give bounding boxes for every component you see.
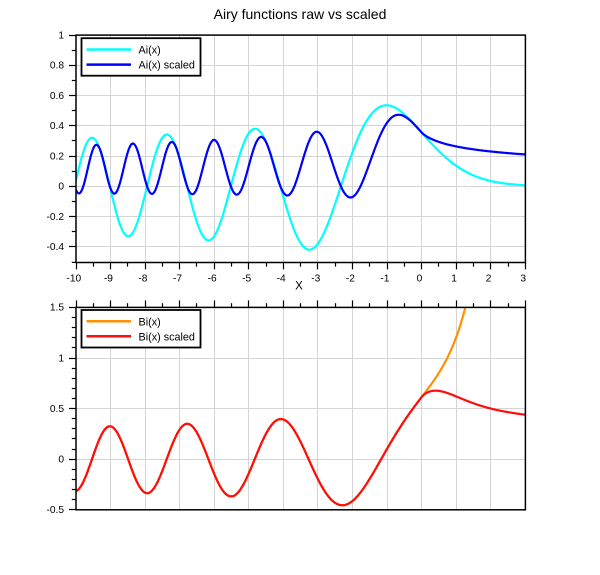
svg-text:0.5: 0.5 [50,404,64,415]
svg-text:0: 0 [58,455,64,466]
svg-text:-3: -3 [311,273,320,284]
svg-text:2: 2 [486,273,492,284]
svg-text:Ai(x): Ai(x) [139,45,161,57]
svg-text:X: X [295,280,303,292]
svg-text:-10: -10 [66,273,81,284]
svg-text:0.2: 0.2 [50,151,64,162]
svg-text:-6: -6 [208,273,217,284]
svg-text:Bi(x): Bi(x) [139,316,161,328]
svg-text:-7: -7 [173,273,182,284]
svg-text:-8: -8 [138,273,147,284]
svg-text:-2: -2 [346,273,355,284]
svg-text:-4: -4 [277,273,286,284]
svg-text:-0.4: -0.4 [46,242,64,253]
svg-text:-0.5: -0.5 [46,505,64,516]
svg-text:1.5: 1.5 [50,303,64,314]
svg-text:-1: -1 [380,273,389,284]
svg-text:1: 1 [58,353,64,364]
svg-text:1: 1 [58,30,64,41]
svg-text:3: 3 [520,273,526,284]
svg-text:Bi(x) scaled: Bi(x) scaled [139,331,195,343]
svg-text:-0.2: -0.2 [46,212,64,223]
svg-text:Ai(x) scaled: Ai(x) scaled [139,60,195,72]
svg-text:-9: -9 [104,273,113,284]
svg-text:0.8: 0.8 [50,61,64,72]
svg-text:0: 0 [417,273,423,284]
svg-text:0.4: 0.4 [50,121,64,132]
svg-text:-5: -5 [242,273,251,284]
svg-text:0: 0 [58,182,64,193]
svg-text:1: 1 [451,273,457,284]
svg-text:0.6: 0.6 [50,91,64,102]
svg-text:Airy functions raw vs scaled: Airy functions raw vs scaled [214,6,387,22]
